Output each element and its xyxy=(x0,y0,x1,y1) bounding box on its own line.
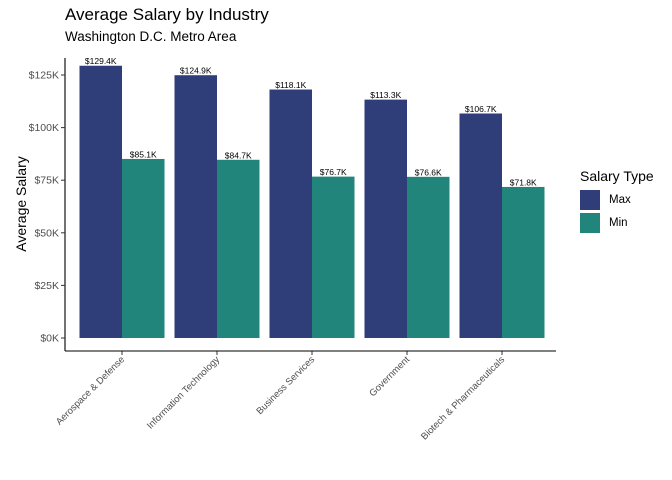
bar-min-2 xyxy=(312,176,355,338)
bar-min-0 xyxy=(122,158,165,338)
legend-item-min: Min xyxy=(580,213,628,233)
y-tick-label-4: $100K xyxy=(29,122,59,134)
data-label-min-1: $84.7K xyxy=(225,150,252,160)
data-label-min-4: $71.8K xyxy=(510,177,537,187)
legend-item-max: Max xyxy=(580,190,631,210)
bar-max-0 xyxy=(79,65,122,338)
y-tick-label-0: $0K xyxy=(40,333,59,345)
bar-min-3 xyxy=(407,176,450,338)
bar-min-4 xyxy=(502,186,545,338)
data-label-min-0: $85.1K xyxy=(130,149,157,159)
bars-group xyxy=(79,65,545,339)
x-tick-label-0: Aerospace & Defense xyxy=(54,354,127,427)
bar-max-4 xyxy=(459,113,502,338)
y-tick-label-1: $25K xyxy=(34,280,59,292)
chart-subtitle: Washington D.C. Metro Area xyxy=(65,29,237,44)
legend-swatch-min xyxy=(580,213,600,233)
legend-title: Salary Type xyxy=(580,168,654,184)
data-label-min-2: $76.7K xyxy=(320,167,347,177)
data-label-min-3: $76.6K xyxy=(415,167,442,177)
y-tick-label-2: $50K xyxy=(34,227,59,239)
x-axis: Aerospace & Defense Information Technolog… xyxy=(54,350,556,442)
data-label-max-3: $113.3K xyxy=(370,90,401,100)
data-labels-group: $129.4K $85.1K $124.9K $84.7K $118.1K $76.7K $… xyxy=(85,56,537,187)
bar-max-2 xyxy=(269,89,312,338)
bar-max-1 xyxy=(174,75,217,339)
x-tick-label-4: Biotech & Pharmaceuticals xyxy=(419,354,507,442)
legend-swatch-max xyxy=(580,190,600,210)
x-tick-label-3: Government xyxy=(367,354,412,399)
y-axis: $0K $25K $50K $75K $100K $125K xyxy=(29,58,66,351)
x-tick-label-2: Business Services xyxy=(254,354,317,417)
legend-label-max: Max xyxy=(609,194,631,206)
data-label-max-2: $118.1K xyxy=(275,80,306,90)
legend-label-min: Min xyxy=(609,217,628,229)
data-label-max-1: $124.9K xyxy=(180,66,212,76)
x-tick-label-1: Information Technology xyxy=(145,354,222,431)
y-axis-title: Average Salary xyxy=(13,156,29,252)
data-label-max-0: $129.4K xyxy=(85,56,117,66)
bar-min-1 xyxy=(217,159,260,338)
y-tick-label-5: $125K xyxy=(29,70,59,82)
chart-title: Average Salary by Industry xyxy=(65,5,269,24)
bar-max-3 xyxy=(364,99,407,339)
y-tick-label-3: $75K xyxy=(34,175,59,187)
data-label-max-4: $106.7K xyxy=(465,104,497,114)
